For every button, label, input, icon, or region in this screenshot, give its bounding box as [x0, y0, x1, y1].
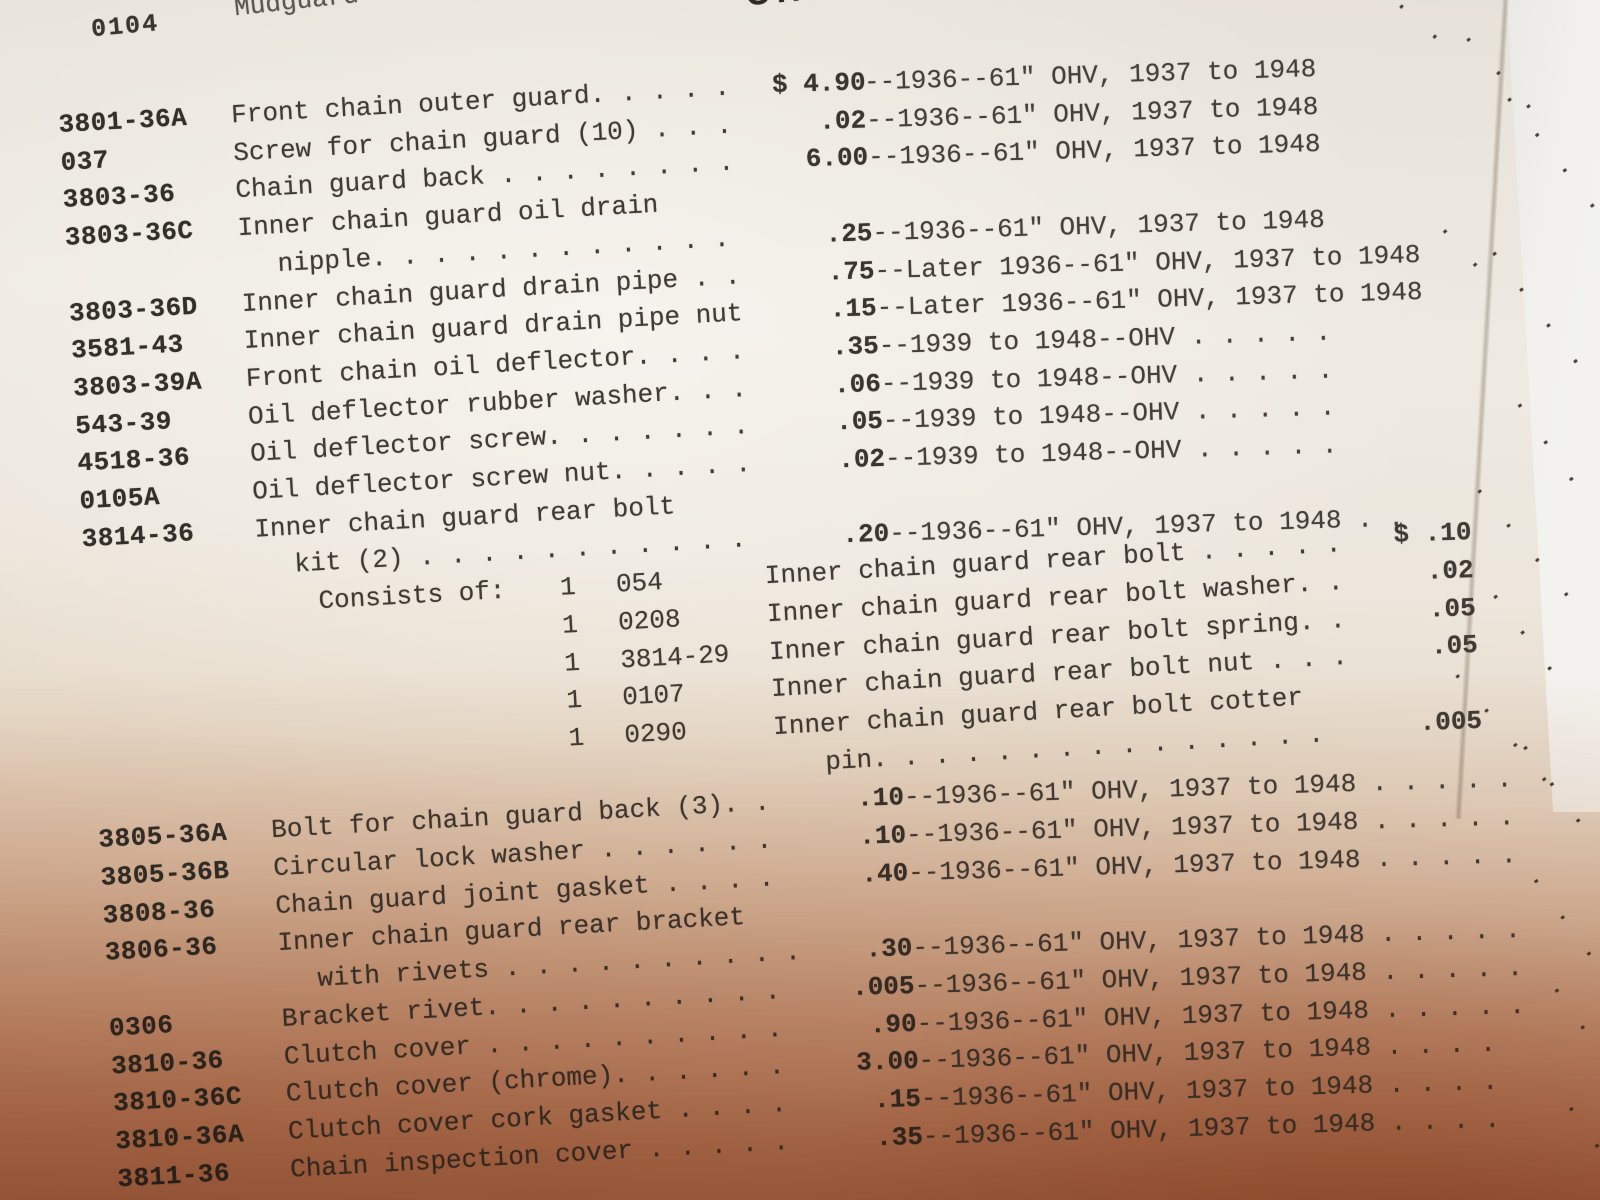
price-value: .35 — [831, 330, 880, 363]
part-number: 3805-36B — [99, 855, 231, 893]
previous-section-fragment: Mudguard — [232, 0, 361, 24]
kit-quantity: 1 — [565, 684, 583, 716]
kit-quantity: 1 — [567, 722, 586, 754]
price-value: .30 — [865, 933, 913, 965]
price-value: $ 4.90 — [771, 67, 867, 101]
part-number: 0306 — [108, 1009, 175, 1044]
price-value: .005 — [851, 970, 915, 1003]
price-value: .06 — [833, 368, 882, 400]
kit-part-number: 0107 — [621, 679, 686, 713]
part-number: 3803-36D — [68, 291, 199, 329]
price-value: .75 — [827, 255, 875, 288]
price-value: .25 — [825, 217, 873, 250]
price-value: .40 — [860, 857, 909, 890]
price-value: .02 — [837, 443, 886, 476]
part-number: 543-39 — [74, 405, 173, 442]
kit-quantity: 1 — [561, 609, 579, 641]
kit-price-value: .05 — [1430, 630, 1479, 662]
part-number: 3814-36 — [80, 517, 196, 555]
part-number: 3810-36C — [112, 1081, 243, 1119]
part-number: 3810-36A — [114, 1119, 245, 1157]
price-value: .15 — [873, 1083, 922, 1116]
part-number: 3803-36 — [61, 179, 177, 216]
kit-part-number: 0290 — [623, 716, 688, 751]
part-number: 3808-36 — [101, 894, 217, 931]
part-number: 3803-36C — [64, 215, 195, 253]
kit-quantity: 1 — [563, 647, 581, 679]
price-value: .35 — [875, 1121, 924, 1153]
part-number: 3805-36A — [97, 818, 229, 856]
price-value: .10 — [856, 782, 905, 814]
part-number: 3803-39A — [72, 366, 203, 404]
part-number: 0105A — [78, 481, 161, 517]
price-value: .20 — [842, 519, 890, 551]
page-number: 0104 — [89, 9, 161, 45]
part-number: 4518-36 — [76, 442, 191, 479]
price-value: .15 — [829, 293, 878, 325]
kit-part-number: 3814-29 — [619, 638, 731, 675]
price-value: 6.00 — [805, 142, 869, 175]
part-number: 3810-36 — [110, 1044, 225, 1082]
kit-price-value: $ .10 — [1392, 517, 1473, 550]
part-number: 3581-43 — [70, 329, 185, 366]
kit-part-number: 054 — [615, 567, 664, 600]
part-number: 3806-36 — [104, 931, 219, 969]
part-number: 037 — [59, 144, 110, 178]
kit-price-value: .02 — [1426, 554, 1475, 587]
part-number: 3801-36A — [57, 102, 189, 141]
part-number: 3811-36 — [116, 1157, 231, 1194]
kit-price-value: .005 — [1419, 705, 1483, 738]
price-value: .02 — [818, 105, 867, 137]
page-title: CHAIN GUARD — [744, 0, 1058, 13]
kit-price-value: .05 — [1428, 592, 1477, 625]
kit-part-number: 0208 — [617, 603, 682, 638]
price-value: 3.00 — [855, 1046, 920, 1078]
price-value: .90 — [869, 1008, 918, 1040]
price-value: .05 — [835, 406, 884, 438]
kit-quantity: 1 — [559, 572, 577, 603]
price-value: .10 — [858, 820, 907, 852]
